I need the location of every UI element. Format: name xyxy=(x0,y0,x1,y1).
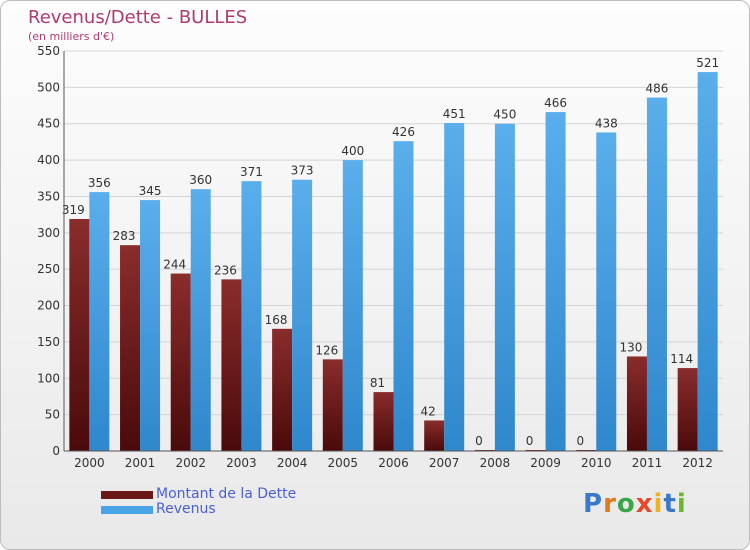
bar-dette xyxy=(322,359,343,451)
chart-subtitle: (en milliers d'€) xyxy=(28,30,115,43)
bar-revenus xyxy=(646,97,667,451)
value-label-revenus: 400 xyxy=(341,144,364,158)
y-tick-label: 550 xyxy=(37,44,60,58)
y-tick-label: 450 xyxy=(37,117,60,131)
y-tick-label: 50 xyxy=(45,408,60,422)
value-label-dette: 81 xyxy=(370,376,385,390)
logo-letter: i xyxy=(676,489,687,519)
value-label-dette: 42 xyxy=(421,404,436,418)
bar-revenus xyxy=(596,132,617,452)
bar-revenus xyxy=(89,192,110,451)
bar-revenus xyxy=(241,181,262,451)
logo-letter: x xyxy=(635,489,654,519)
legend-swatch-revenus xyxy=(101,506,153,514)
value-label-dette: 319 xyxy=(62,203,85,217)
x-tick-label: 2012 xyxy=(682,456,713,470)
x-tick-label: 2002 xyxy=(175,456,206,470)
logo-letter: r xyxy=(603,489,617,519)
value-label-revenus: 451 xyxy=(443,107,466,121)
x-tick-label: 2008 xyxy=(480,456,511,470)
x-tick-label: 2007 xyxy=(429,456,460,470)
bar-revenus xyxy=(444,123,465,451)
proxiti-logo: Proxiti xyxy=(583,489,687,519)
legend-swatch-debt xyxy=(101,491,153,499)
bar-revenus xyxy=(545,112,566,451)
bar-revenus xyxy=(342,160,363,451)
bar-dette xyxy=(120,245,141,451)
bar-revenus xyxy=(494,123,515,452)
value-label-dette: 244 xyxy=(163,258,186,272)
y-tick-label: 500 xyxy=(37,80,60,94)
value-label-dette: 114 xyxy=(670,352,693,366)
y-tick-label: 400 xyxy=(37,153,60,167)
bar-dette xyxy=(272,328,293,451)
value-label-dette: 283 xyxy=(113,229,136,243)
chart-title: Revenus/Dette - BULLES xyxy=(28,7,248,28)
x-tick-label: 2004 xyxy=(277,456,308,470)
value-label-revenus: 373 xyxy=(291,164,314,178)
bar-revenus xyxy=(292,179,313,451)
x-tick-label: 2003 xyxy=(226,456,257,470)
axes: 0 50 100 150 200 250 300 350 400 450 500 550 2000 200… xyxy=(37,44,723,470)
bar-dette xyxy=(373,392,394,451)
bar-dette xyxy=(677,368,698,451)
x-tick-label: 2010 xyxy=(581,456,612,470)
value-label-revenus: 521 xyxy=(696,56,719,70)
value-label-revenus: 450 xyxy=(493,108,516,122)
x-tick-label: 2001 xyxy=(125,456,156,470)
value-label-revenus: 360 xyxy=(189,173,212,187)
y-tick-label: 200 xyxy=(37,299,60,313)
y-tick-label: 250 xyxy=(37,262,60,276)
value-label-revenus: 371 xyxy=(240,165,263,179)
value-label-revenus: 345 xyxy=(139,184,162,198)
value-label-revenus: 486 xyxy=(646,82,669,96)
y-tick-label: 300 xyxy=(37,226,60,240)
bar-dette xyxy=(626,356,647,451)
y-tick-label: 0 xyxy=(52,444,60,458)
bar-revenus xyxy=(190,189,211,451)
bars xyxy=(69,72,718,452)
value-label-dette: 0 xyxy=(475,434,483,448)
y-tick-label: 150 xyxy=(37,335,60,349)
value-label-dette: 0 xyxy=(576,434,584,448)
legend-label-debt: Montant de la Dette xyxy=(156,486,297,502)
value-label-dette: 168 xyxy=(265,313,288,327)
logo-letter: o xyxy=(616,489,636,519)
x-tick-label: 2000 xyxy=(74,456,105,470)
y-tick-label: 350 xyxy=(37,189,60,203)
x-tick-label: 2009 xyxy=(530,456,561,470)
bar-revenus xyxy=(697,72,718,451)
bar-dette xyxy=(424,420,445,451)
legend-label-revenus: Revenus xyxy=(156,501,216,517)
value-label-revenus: 426 xyxy=(392,125,415,139)
logo-letter: t xyxy=(663,489,677,519)
value-label-dette: 126 xyxy=(315,343,338,357)
value-label-dette: 130 xyxy=(620,340,643,354)
bar-dette xyxy=(69,219,90,451)
value-label-dette: 0 xyxy=(526,434,534,448)
bar-dette xyxy=(221,279,242,451)
bar-dette xyxy=(170,273,191,451)
x-tick-label: 2005 xyxy=(328,456,359,470)
x-tick-label: 2006 xyxy=(378,456,409,470)
value-label-revenus: 356 xyxy=(88,176,111,190)
bar-revenus xyxy=(393,141,414,451)
logo-letter: P xyxy=(583,489,604,519)
value-label-revenus: 466 xyxy=(544,96,567,110)
value-label-revenus: 438 xyxy=(595,116,618,130)
x-tick-label: 2011 xyxy=(632,456,663,470)
y-tick-label: 100 xyxy=(37,371,60,385)
logo-letter: i xyxy=(653,489,664,519)
bar-revenus xyxy=(140,200,161,451)
value-label-dette: 236 xyxy=(214,263,237,277)
